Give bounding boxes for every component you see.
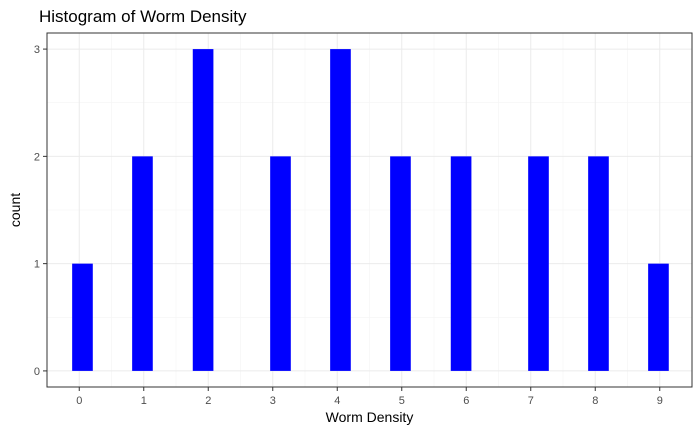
y-axis-title: count (7, 193, 23, 227)
histogram-bar-8 (588, 156, 609, 371)
x-tick-label: 1 (141, 395, 147, 407)
y-tick-label: 0 (34, 366, 40, 378)
y-tick-label: 2 (34, 151, 40, 163)
y-tick-label: 1 (34, 259, 40, 271)
axis-ticks: 0 1 2 3 4 5 6 7 8 9 0 1 2 3 (34, 44, 663, 407)
x-tick-label: 2 (205, 395, 211, 407)
y-tick-label: 3 (34, 44, 40, 56)
x-tick-label: 8 (592, 395, 598, 407)
histogram-bar-0 (72, 263, 93, 371)
histogram-bar-1 (132, 156, 153, 371)
x-tick-label: 9 (657, 395, 663, 407)
x-tick-label: 0 (76, 395, 82, 407)
histogram-bar-2 (192, 49, 214, 371)
histogram-bar-7 (528, 156, 549, 371)
histogram-bar-4 (330, 49, 351, 371)
histogram-bar-3 (270, 156, 291, 371)
chart-title: Histogram of Worm Density (39, 7, 247, 26)
histogram-bar-5 (390, 156, 411, 371)
x-tick-label: 5 (399, 395, 405, 407)
bars (72, 49, 669, 371)
x-tick-label: 4 (334, 395, 340, 407)
x-tick-label: 6 (463, 395, 469, 407)
x-tick-label: 3 (270, 395, 276, 407)
x-axis-title: Worm Density (326, 409, 414, 425)
histogram-bar-9 (648, 263, 669, 371)
plot-panel-border (46, 32, 693, 388)
x-tick-label: 7 (528, 395, 534, 407)
histogram-bar-6 (450, 156, 472, 371)
